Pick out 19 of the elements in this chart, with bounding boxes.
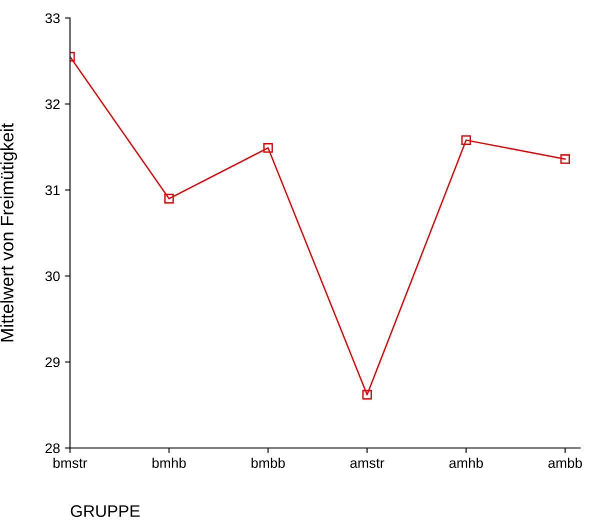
x-tick-label: bmhb [152,458,186,468]
y-tick-label: 31 [45,185,60,196]
y-axis-title: Mittelwert von Freimütigkeit [0,123,18,342]
x-tick-label: ambb [548,458,582,468]
y-tick-label: 28 [46,443,60,454]
y-tick-label: 33 [45,13,60,24]
x-axis-title: GRUPPE [70,505,140,517]
x-tick-label: bmbb [252,458,285,468]
point [164,194,174,204]
point [560,154,570,164]
point [362,390,372,400]
x-tick-label: amstr [350,458,384,468]
y-tick-label: 30 [45,271,60,282]
point [461,135,471,145]
y-tick-label: 29 [46,357,60,368]
x-tick-label: amhb [449,458,483,468]
x-tick-label: bmstr [54,458,88,468]
point [263,143,273,153]
y-tick-label: 32 [45,99,60,110]
